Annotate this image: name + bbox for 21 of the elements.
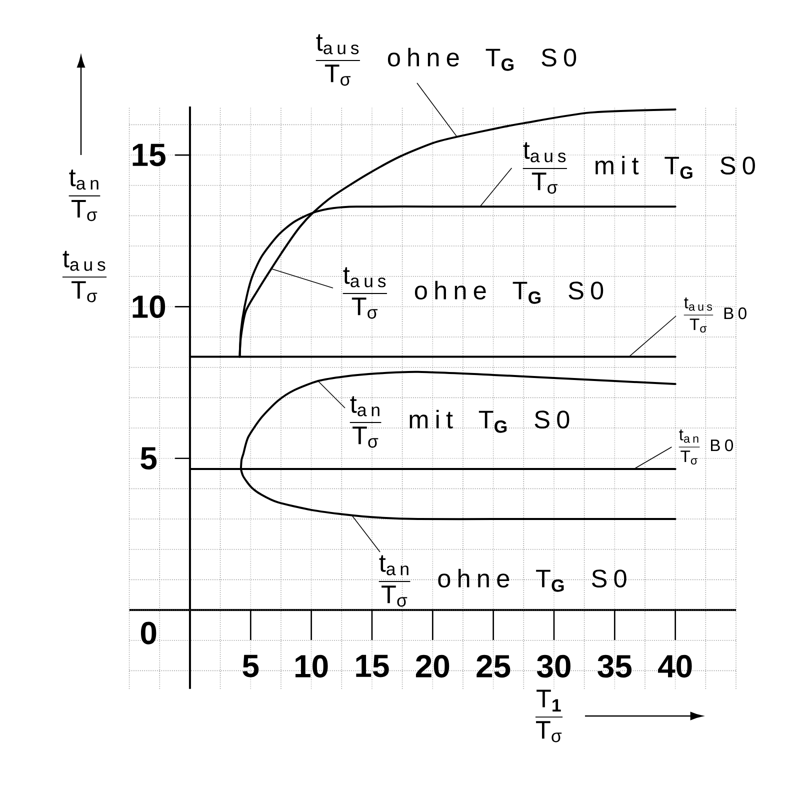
x-tick-label: 35 (598, 654, 632, 678)
text: $\dfrac{\text{t}_{\text{an}}}{\text{T}_{\text{σ}}}\text{ ohne T}_{\textbf{G}}\text{ S0}$ (378, 555, 626, 607)
annotation: $\dfrac{\text{t}_{\text{aus}}}{\text{T}_{\text{σ}}}\text{ ohne T}_{\textbf{G}}\text{ S0}$ (342, 267, 604, 319)
y-axis-title: $\begin{matrix}\dfrac{\text{t}_{\text{an}}}{\text{T}_{\text{σ}}}\\\dfrac{\text{t}_{\text{aus}}}{\text{T}_{\text{σ}}}\end{matrix}$ (62, 170, 107, 302)
x-tick-label: 5 (242, 654, 259, 678)
x-tick-label: 30 (536, 654, 570, 678)
x-tick-label: 25 (476, 654, 510, 678)
x-tick-label: 10 (296, 654, 328, 678)
series-label: $\dfrac{\text{t}_{\text{aus}}}{\text{T}_{\text{σ}}}\text{ B0}$ (684, 297, 746, 333)
x-axis-title: $\dfrac{\text{T}_{\textbf{1}}}{\text{T}_{\text{σ}}}$ (535, 690, 563, 742)
x-tick-label: 15 (356, 654, 389, 678)
y-tick-label: 10 (132, 295, 166, 318)
y-tick-label: 15 (132, 144, 166, 166)
y-tick-label: 5 (140, 447, 157, 470)
x-tick-label: 40 (658, 654, 692, 678)
series-label: $\dfrac{\text{t}_{\text{an}}}{\text{T}_{\text{σ}}}\text{ B0}$ (678, 429, 734, 465)
y-tick-label: 0 (140, 622, 156, 644)
x-tick-label: 20 (416, 654, 450, 678)
text: $\dfrac{\text{t}_{\text{aus}}}{\text{T}_{\text{σ}}}\text{ ohne T}_{\textbf{G}}\text{ S0}$ (316, 34, 576, 86)
series-label: $\dfrac{\text{t}_{\text{aus}}}{\text{T}_{\text{σ}}}\text{ mit T}_{\textbf{G}}\text{ S0}$ (522, 142, 755, 194)
series-label: $\dfrac{\text{t}_{\text{an}}}{\text{T}_{\text{σ}}}\text{ mit T}_{\textbf{G}}\text{ S0}$ (350, 396, 570, 448)
